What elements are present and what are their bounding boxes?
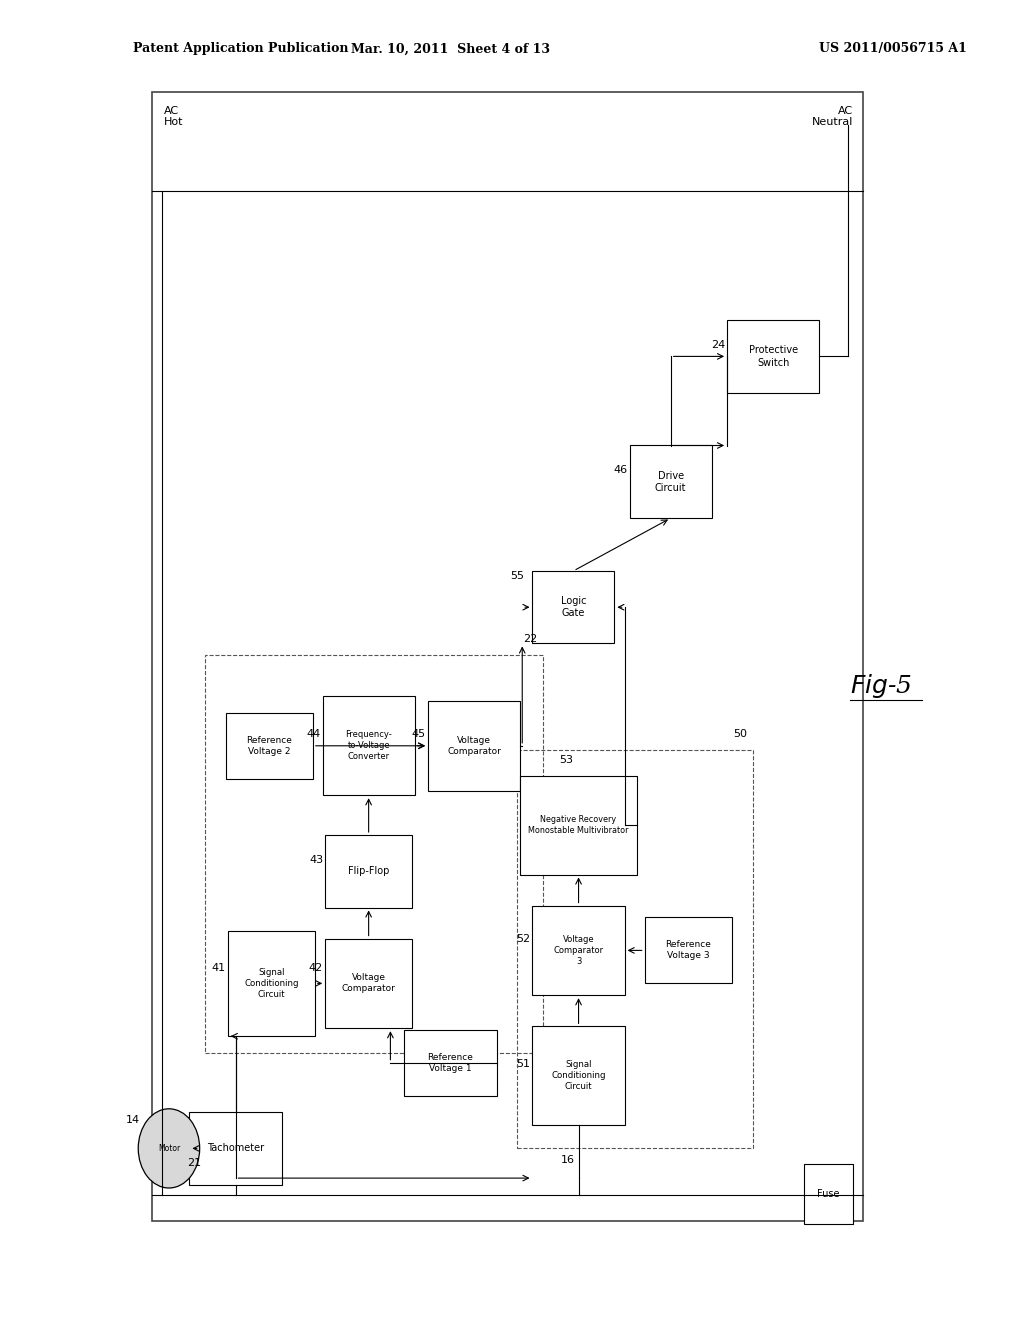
FancyBboxPatch shape bbox=[323, 697, 415, 795]
Text: US 2011/0056715 A1: US 2011/0056715 A1 bbox=[819, 42, 967, 55]
Text: Flip-Flop: Flip-Flop bbox=[348, 866, 389, 876]
Text: 51: 51 bbox=[516, 1059, 530, 1069]
Text: $\it{Fig}$-5: $\it{Fig}$-5 bbox=[850, 672, 912, 701]
Text: 42: 42 bbox=[309, 962, 324, 973]
Text: 43: 43 bbox=[309, 854, 324, 865]
FancyBboxPatch shape bbox=[630, 445, 712, 517]
Text: 16: 16 bbox=[561, 1155, 575, 1166]
FancyBboxPatch shape bbox=[645, 917, 731, 983]
FancyBboxPatch shape bbox=[727, 319, 819, 393]
Bar bbox=[152, 92, 863, 1221]
FancyBboxPatch shape bbox=[532, 1027, 625, 1125]
Text: Voltage
Comparator: Voltage Comparator bbox=[447, 735, 501, 756]
Text: 55: 55 bbox=[510, 570, 524, 581]
FancyBboxPatch shape bbox=[227, 931, 315, 1036]
Text: Tachometer: Tachometer bbox=[207, 1143, 264, 1154]
Text: Reference
Voltage 1: Reference Voltage 1 bbox=[428, 1052, 473, 1073]
Text: Signal
Conditioning
Circuit: Signal Conditioning Circuit bbox=[244, 968, 299, 999]
Text: AC
Hot: AC Hot bbox=[164, 106, 183, 127]
Text: Negative Recovery
Monostable Multivibrator: Negative Recovery Monostable Multivibrat… bbox=[528, 814, 629, 836]
Text: 21: 21 bbox=[187, 1158, 202, 1168]
Text: 24: 24 bbox=[711, 339, 725, 350]
FancyBboxPatch shape bbox=[404, 1030, 497, 1096]
FancyBboxPatch shape bbox=[225, 713, 313, 779]
Text: 22: 22 bbox=[523, 634, 538, 644]
Circle shape bbox=[138, 1109, 200, 1188]
Text: Logic
Gate: Logic Gate bbox=[561, 597, 586, 618]
Text: Protective
Switch: Protective Switch bbox=[749, 346, 798, 367]
Bar bbox=[517, 750, 753, 1148]
Text: Patent Application Publication: Patent Application Publication bbox=[133, 42, 348, 55]
FancyBboxPatch shape bbox=[326, 836, 412, 908]
Text: 41: 41 bbox=[212, 962, 225, 973]
Text: Mar. 10, 2011  Sheet 4 of 13: Mar. 10, 2011 Sheet 4 of 13 bbox=[351, 42, 550, 55]
Text: Voltage
Comparator: Voltage Comparator bbox=[342, 973, 395, 994]
Text: 44: 44 bbox=[306, 729, 321, 739]
Text: Reference
Voltage 2: Reference Voltage 2 bbox=[247, 735, 292, 756]
Text: Voltage
Comparator
3: Voltage Comparator 3 bbox=[554, 935, 603, 966]
Text: 50: 50 bbox=[733, 729, 748, 739]
Text: Frequency-
to-Voltage
Converter: Frequency- to-Voltage Converter bbox=[345, 730, 392, 762]
Text: 52: 52 bbox=[516, 933, 530, 944]
FancyBboxPatch shape bbox=[189, 1111, 282, 1185]
Text: 14: 14 bbox=[126, 1114, 140, 1125]
Bar bbox=[205, 655, 543, 1053]
FancyBboxPatch shape bbox=[532, 906, 625, 995]
Text: 53: 53 bbox=[559, 755, 573, 766]
Text: 45: 45 bbox=[412, 729, 426, 739]
Text: Fuse: Fuse bbox=[817, 1189, 840, 1199]
FancyBboxPatch shape bbox=[326, 939, 412, 1028]
FancyBboxPatch shape bbox=[428, 701, 520, 791]
FancyBboxPatch shape bbox=[519, 776, 637, 874]
Text: Drive
Circuit: Drive Circuit bbox=[655, 471, 686, 492]
Text: Motor: Motor bbox=[158, 1144, 180, 1152]
Text: Signal
Conditioning
Circuit: Signal Conditioning Circuit bbox=[551, 1060, 606, 1092]
Text: Reference
Voltage 3: Reference Voltage 3 bbox=[666, 940, 711, 961]
Bar bbox=[804, 1164, 853, 1224]
Text: AC
Neutral: AC Neutral bbox=[812, 106, 853, 127]
Text: 46: 46 bbox=[613, 465, 628, 475]
FancyBboxPatch shape bbox=[532, 570, 614, 643]
